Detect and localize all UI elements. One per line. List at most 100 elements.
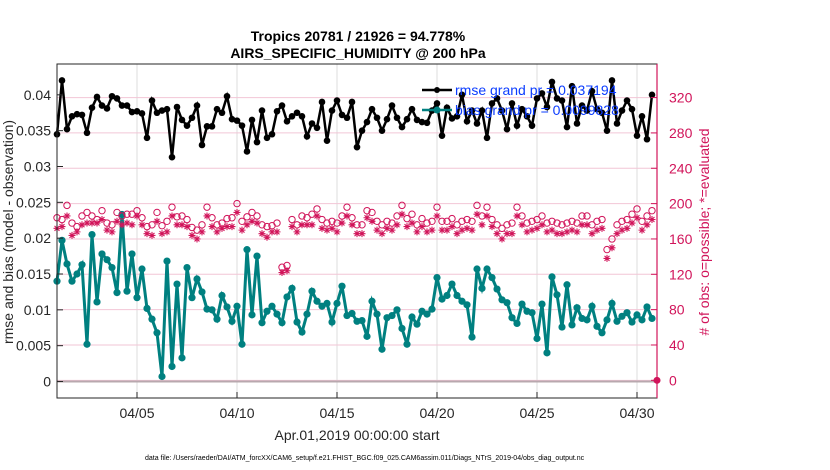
data-point — [238, 122, 246, 129]
data-point — [583, 316, 591, 324]
data-point — [448, 223, 456, 231]
data-point — [593, 217, 601, 225]
data-point — [613, 120, 621, 127]
data-point — [648, 206, 656, 215]
data-point — [283, 293, 291, 301]
data-point — [528, 309, 536, 317]
data-point — [383, 224, 391, 232]
series-possible — [53, 199, 656, 271]
data-point — [543, 228, 551, 236]
legend-bias-label: bias grand pr = 0.0099828 — [455, 102, 619, 118]
data-point — [428, 226, 436, 234]
data-point — [328, 318, 336, 326]
data-point — [623, 309, 631, 317]
data-point — [68, 277, 76, 285]
data-point — [173, 213, 181, 221]
data-point — [213, 105, 221, 113]
data-point — [83, 340, 91, 348]
data-point — [238, 217, 246, 225]
x-axis-label: Apr.01,2019 00:00:00 start — [274, 427, 439, 443]
data-point — [118, 212, 126, 220]
data-point — [183, 122, 191, 129]
data-point — [213, 228, 221, 236]
data-point — [463, 224, 471, 232]
data-point — [63, 201, 71, 210]
data-point — [128, 108, 136, 116]
data-point — [193, 102, 201, 109]
data-point — [393, 114, 401, 122]
data-point — [548, 217, 556, 225]
data-point — [473, 201, 481, 210]
y-tick-label: 0.02 — [24, 230, 51, 246]
data-point — [418, 214, 426, 223]
y-tick-label: 0.025 — [16, 194, 51, 210]
data-point — [98, 216, 106, 224]
data-point — [323, 299, 331, 307]
data-point — [168, 153, 176, 161]
y-axis-label: rmse and bias (model - observation) — [0, 120, 16, 344]
data-point — [378, 221, 386, 229]
data-point — [473, 265, 481, 273]
data-point — [358, 127, 366, 134]
data-point — [123, 102, 131, 109]
data-point — [598, 215, 606, 224]
series-rmse — [53, 77, 656, 161]
data-point — [603, 127, 611, 134]
data-point — [538, 300, 546, 308]
data-point — [468, 226, 476, 234]
data-point — [513, 319, 521, 328]
x-tick-label: 04/20 — [419, 405, 454, 421]
data-point — [63, 125, 71, 133]
data-point — [288, 113, 296, 120]
data-point — [338, 282, 346, 290]
data-point — [303, 310, 311, 318]
data-point — [363, 214, 371, 222]
data-point — [178, 116, 186, 124]
data-point — [198, 228, 206, 236]
data-point — [533, 224, 541, 232]
data-point — [578, 212, 586, 220]
data-point — [588, 230, 596, 238]
data-point — [568, 82, 576, 90]
data-point — [288, 223, 296, 231]
data-point — [133, 212, 141, 220]
data-point — [403, 223, 411, 231]
data-point — [308, 221, 316, 229]
data-point — [208, 123, 216, 130]
data-point — [243, 148, 251, 155]
data-point — [348, 98, 356, 106]
data-point — [568, 321, 576, 329]
data-point — [388, 226, 396, 234]
data-point — [393, 306, 401, 314]
x-tick-label: 04/10 — [219, 405, 254, 421]
data-point — [498, 235, 506, 243]
data-point — [128, 221, 136, 229]
data-point — [468, 333, 476, 341]
data-point — [433, 100, 441, 107]
data-point — [148, 315, 156, 323]
data-point — [173, 103, 181, 111]
data-point — [493, 95, 501, 102]
data-point — [473, 210, 481, 218]
data-point — [58, 223, 66, 231]
data-point — [178, 212, 186, 220]
data-point — [183, 263, 191, 272]
data-point — [398, 201, 406, 210]
data-point — [548, 78, 556, 86]
data-point — [373, 114, 381, 122]
data-point — [568, 217, 576, 225]
data-point — [58, 77, 66, 84]
x-tick-label: 04/30 — [619, 405, 654, 421]
data-point — [383, 115, 391, 123]
data-point — [133, 294, 141, 302]
data-point — [513, 203, 521, 211]
data-point — [543, 349, 551, 357]
data-point — [98, 206, 106, 215]
data-point — [608, 244, 616, 252]
data-point — [168, 362, 176, 371]
data-point — [368, 105, 376, 113]
y2-tick-label: 280 — [669, 125, 693, 141]
data-point — [393, 221, 401, 229]
data-point — [458, 91, 466, 99]
